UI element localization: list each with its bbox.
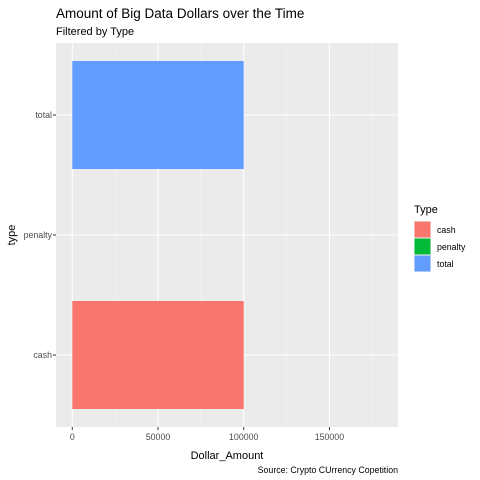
- chart-subtitle: Filtered by Type: [56, 26, 134, 38]
- x-axis-title: Dollar_Amount: [191, 450, 264, 462]
- y-tick-label: total: [35, 110, 52, 120]
- x-tick-label: 150000: [315, 432, 344, 442]
- chart-title: Amount of Big Data Dollars over the Time: [56, 6, 304, 21]
- legend-key-cash: [414, 221, 431, 238]
- legend-key-total: [414, 255, 431, 272]
- x-axis: 0 50000 100000 150000: [70, 427, 344, 442]
- legend-label-penalty: penalty: [437, 242, 466, 252]
- y-tick-label: penalty: [24, 230, 53, 240]
- bars: [72, 61, 244, 409]
- legend-title: Type: [414, 204, 438, 216]
- y-axis: cash penalty total: [24, 110, 56, 360]
- y-axis-title: type: [6, 225, 18, 246]
- legend-key-penalty: [414, 238, 431, 255]
- bar-cash: [72, 301, 244, 409]
- x-tick-label: 50000: [146, 432, 171, 442]
- bar-total: [72, 61, 244, 169]
- legend-label-cash: cash: [437, 225, 456, 235]
- x-tick-label: 0: [70, 432, 75, 442]
- y-tick-label: cash: [33, 350, 52, 360]
- chart-caption: Source: Crypto CUrrency Copetition: [258, 465, 398, 475]
- x-tick-label: 100000: [229, 432, 258, 442]
- legend-label-total: total: [437, 259, 454, 269]
- legend: Type cash penalty total: [414, 204, 466, 272]
